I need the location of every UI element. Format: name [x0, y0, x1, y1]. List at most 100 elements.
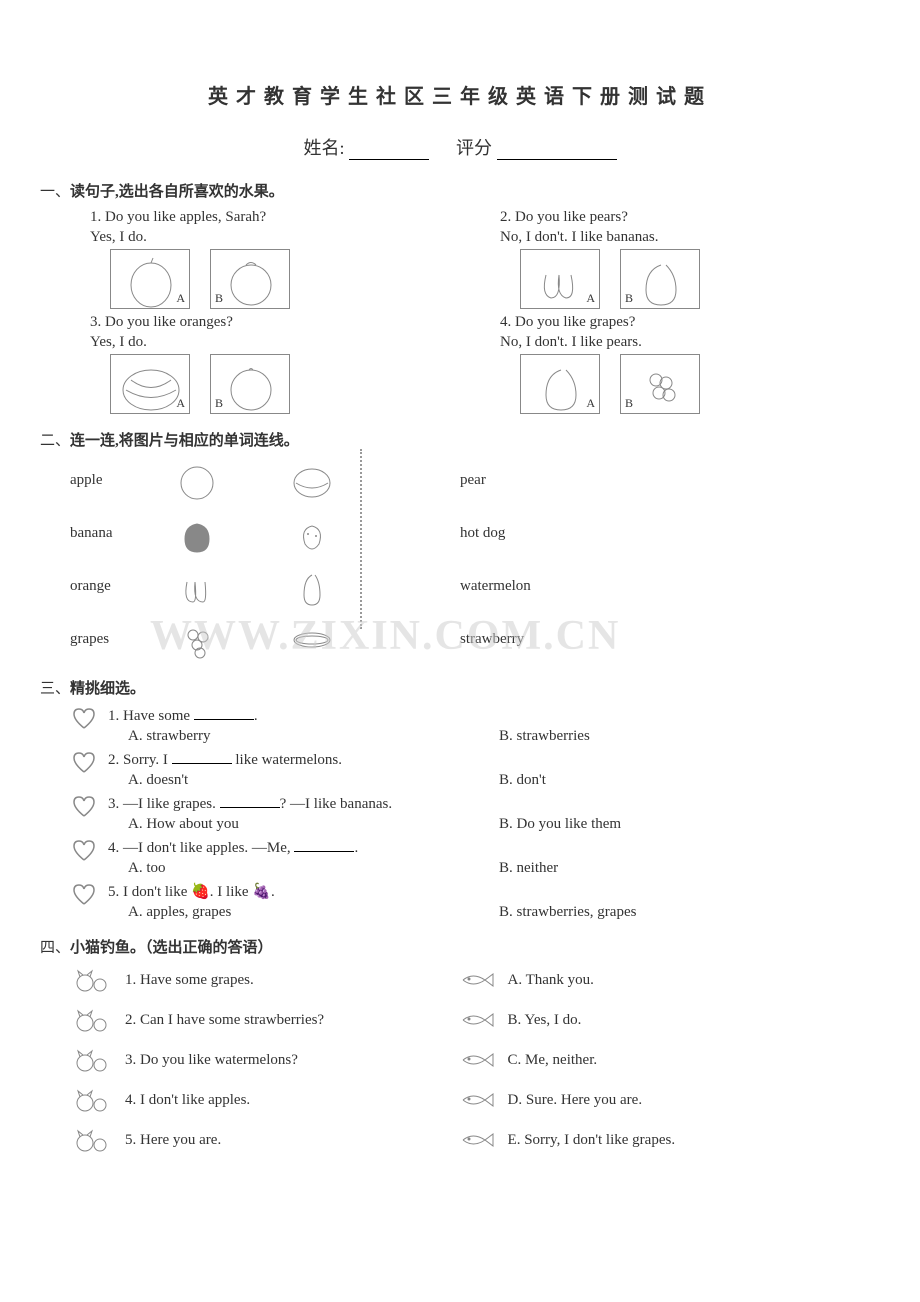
- fish-ans: C. Me, neither.: [508, 1052, 598, 1069]
- sec3-title: 精挑细选。: [70, 677, 850, 698]
- opt-b: B. strawberries, grapes: [479, 904, 850, 921]
- choice-item: 1. Have some . A. strawberry B. strawber…: [70, 706, 850, 745]
- heart-icon: [70, 838, 98, 863]
- choice-q: 4. —I don't like apples. —Me, .: [108, 838, 850, 857]
- q4-img-a: A: [520, 354, 600, 414]
- q1-img-b: B: [210, 249, 290, 309]
- choice-q: 1. Have some .: [108, 706, 850, 725]
- ab-a: A: [586, 396, 595, 411]
- ab-b: B: [215, 291, 223, 306]
- fish-q: 3. Do you like watermelons?: [115, 1052, 455, 1069]
- q2: 2. Do you like pears? No, I don't. I lik…: [480, 209, 850, 309]
- opt-b: B. strawberries: [479, 728, 850, 745]
- fish-item: 3. Do you like watermelons? C. Me, neith…: [70, 1045, 850, 1075]
- fish-ans: A. Thank you.: [508, 972, 594, 989]
- fish-item: 4. I don't like apples. D. Sure. Here yo…: [70, 1085, 850, 1115]
- opt-b: B. neither: [479, 860, 850, 877]
- choice-q: 2. Sorry. I like watermelons.: [108, 750, 850, 769]
- opt-a: A. too: [108, 860, 479, 877]
- q1: 1. Do you like apples, Sarah? Yes, I do.…: [70, 209, 440, 309]
- sec2-title: 连一连,将图片与相应的单词连线。: [70, 429, 850, 450]
- q1-img-a: A: [110, 249, 190, 309]
- cat-icon: [70, 1125, 115, 1155]
- name-label: 姓名:: [303, 138, 344, 158]
- m-orange: orange: [70, 578, 170, 595]
- choice-item: 4. —I don't like apples. —Me, . A. too B…: [70, 838, 850, 877]
- ab-a: A: [176, 291, 185, 306]
- fish-item: 5. Here you are. E. Sorry, I don't like …: [70, 1125, 850, 1155]
- ab-a: A: [586, 291, 595, 306]
- cat-icon: [70, 1085, 115, 1115]
- q4-text: 4. Do you like grapes?: [480, 314, 850, 331]
- m-banana: banana: [70, 525, 170, 542]
- fish-item: 1. Have some grapes. A. Thank you.: [70, 965, 850, 995]
- score-label: 评分: [456, 138, 492, 158]
- choice-q: 3. —I like grapes. ? —I like bananas.: [108, 794, 850, 813]
- section-1: 一、 读句子,选出各自所喜欢的水果。 1. Do you like apples…: [70, 180, 850, 414]
- opt-a: A. doesn't: [108, 772, 479, 789]
- sec2-num: 二、: [40, 429, 70, 450]
- orange-icon: [170, 458, 225, 503]
- fish-icon: [455, 1048, 500, 1073]
- ab-b: B: [625, 291, 633, 306]
- fish-icon: [455, 968, 500, 993]
- header-line: 姓名: 评分: [70, 134, 850, 160]
- section-4: 四、 小猫钓鱼。（选出正确的答语） 1. Have some grapes. A…: [70, 936, 850, 1155]
- watermark: WWW.ZIXIN.COM.CN: [150, 612, 620, 660]
- sec1-title: 读句子,选出各自所喜欢的水果。: [70, 180, 850, 201]
- heart-icon: [70, 750, 98, 775]
- fish-q: 5. Here you are.: [115, 1132, 455, 1149]
- q2-ans: No, I don't. I like bananas.: [480, 229, 850, 246]
- ab-a: A: [176, 396, 185, 411]
- fish-icon: [455, 1008, 500, 1033]
- fish-q: 2. Can I have some strawberries?: [115, 1012, 455, 1029]
- fish-icon: [455, 1088, 500, 1113]
- name-blank: [349, 142, 429, 160]
- choice-q: 5. I don't like 🍓. I like 🍇.: [108, 882, 850, 901]
- q4: 4. Do you like grapes? No, I don't. I li…: [480, 314, 850, 414]
- opt-a: A. apples, grapes: [108, 904, 479, 921]
- m-apple: apple: [70, 472, 170, 489]
- choice-item: 2. Sorry. I like watermelons. A. doesn't…: [70, 750, 850, 789]
- sec4-title: 小猫钓鱼。（选出正确的答语）: [70, 936, 850, 957]
- section-2: 二、 连一连,将图片与相应的单词连线。 apple pear banana ho…: [70, 429, 850, 662]
- m-pear: pear: [460, 472, 486, 489]
- opt-a: A. How about you: [108, 816, 479, 833]
- q3: 3. Do you like oranges? Yes, I do. A B: [70, 314, 440, 414]
- banana-icon: [170, 564, 225, 609]
- sec1-num: 一、: [40, 180, 70, 201]
- ab-b: B: [215, 396, 223, 411]
- fish-icon: [455, 1128, 500, 1153]
- fish-ans: B. Yes, I do.: [508, 1012, 582, 1029]
- m-hotdog: hot dog: [460, 525, 505, 542]
- q2-text: 2. Do you like pears?: [480, 209, 850, 226]
- watermelon-icon: [285, 458, 340, 503]
- heart-icon: [70, 794, 98, 819]
- sec3-num: 三、: [40, 677, 70, 698]
- fish-ans: E. Sorry, I don't like grapes.: [508, 1132, 676, 1149]
- opt-a: A. strawberry: [108, 728, 479, 745]
- section-3: 三、 精挑细选。 1. Have some . A. strawberry B.…: [70, 677, 850, 921]
- sec4-num: 四、: [40, 936, 70, 957]
- opt-b: B. don't: [479, 772, 850, 789]
- choice-item: 5. I don't like 🍓. I like 🍇. A. apples, …: [70, 882, 850, 921]
- m-watermelon: watermelon: [460, 578, 531, 595]
- q3-text: 3. Do you like oranges?: [70, 314, 440, 331]
- q1-ans: Yes, I do.: [70, 229, 440, 246]
- q2-img-b: B: [620, 249, 700, 309]
- ab-b: B: [625, 396, 633, 411]
- fish-ans: D. Sure. Here you are.: [508, 1092, 643, 1109]
- pear-icon: [285, 564, 340, 609]
- cat-icon: [70, 965, 115, 995]
- heart-icon: [70, 706, 98, 731]
- q2-img-a: A: [520, 249, 600, 309]
- q4-ans: No, I don't. I like pears.: [480, 334, 850, 351]
- opt-b: B. Do you like them: [479, 816, 850, 833]
- q4-img-b: B: [620, 354, 700, 414]
- fish-item: 2. Can I have some strawberries? B. Yes,…: [70, 1005, 850, 1035]
- fish-q: 4. I don't like apples.: [115, 1092, 455, 1109]
- strawberry-icon: [285, 511, 340, 556]
- cat-icon: [70, 1005, 115, 1035]
- apple-icon: [170, 511, 225, 556]
- page-title: 英才教育学生社区三年级英语下册测试题: [70, 80, 850, 109]
